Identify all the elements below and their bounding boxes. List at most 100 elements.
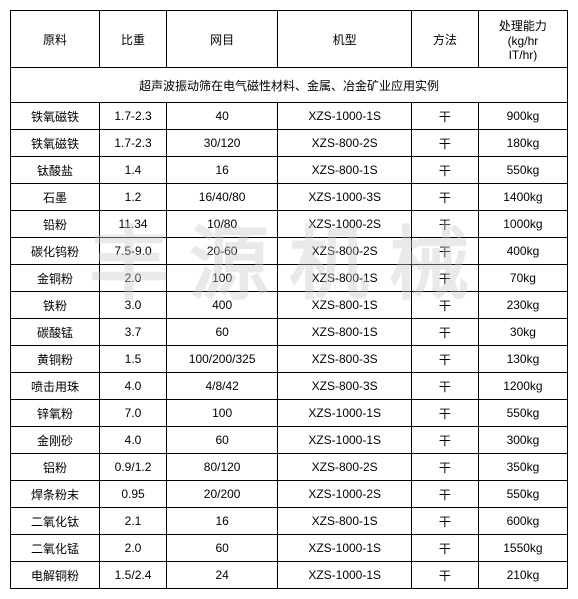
table-row: 黄铜粉1.5100/200/325XZS-800-3S干130kg (11, 346, 568, 373)
table-row: 金刚砂4.060XZS-1000-1S干300kg (11, 427, 568, 454)
table-cell: 铅粉 (11, 211, 100, 238)
table-cell: 900kg (478, 103, 567, 130)
table-cell: XZS-800-2S (278, 238, 412, 265)
table-cell: 1400kg (478, 184, 567, 211)
table-cell: 16/40/80 (166, 184, 277, 211)
table-cell: XZS-800-1S (278, 265, 412, 292)
table-row: 铝粉0.9/1.280/120XZS-800-2S干350kg (11, 454, 568, 481)
table-cell: 400 (166, 292, 277, 319)
header-material: 原料 (11, 11, 100, 68)
table-cell: 16 (166, 508, 277, 535)
header-gravity: 比重 (100, 11, 167, 68)
table-row: 碳化钨粉7.5-9.020-60XZS-800-2S干400kg (11, 238, 568, 265)
table-row: 金铜粉2.0100XZS-800-1S干70kg (11, 265, 568, 292)
table-cell: 铁粉 (11, 292, 100, 319)
table-cell: 干 (412, 130, 479, 157)
table-row: 碳酸锰3.760XZS-800-1S干30kg (11, 319, 568, 346)
table-cell: 干 (412, 157, 479, 184)
table-cell: 210kg (478, 562, 567, 589)
table-row: 锌氧粉7.0100XZS-1000-1S干550kg (11, 400, 568, 427)
table-cell: 180kg (478, 130, 567, 157)
table-cell: 3.0 (100, 292, 167, 319)
table-cell: 550kg (478, 157, 567, 184)
table-cell: 2.1 (100, 508, 167, 535)
table-cell: XZS-1000-3S (278, 184, 412, 211)
table-cell: 1.2 (100, 184, 167, 211)
table-cell: 1000kg (478, 211, 567, 238)
table-cell: 1.5/2.4 (100, 562, 167, 589)
table-cell: 7.0 (100, 400, 167, 427)
table-cell: 干 (412, 373, 479, 400)
table-cell: 24 (166, 562, 277, 589)
table-row: 铅粉11.3410/80XZS-1000-2S干1000kg (11, 211, 568, 238)
table-cell: 干 (412, 103, 479, 130)
table-cell: XZS-800-2S (278, 130, 412, 157)
table-cell: 300kg (478, 427, 567, 454)
table-row: 铁粉3.0400XZS-800-1S干230kg (11, 292, 568, 319)
table-cell: XZS-800-3S (278, 373, 412, 400)
table-cell: 干 (412, 400, 479, 427)
table-cell: 60 (166, 535, 277, 562)
table-cell: 黄铜粉 (11, 346, 100, 373)
table-row: 石墨1.216/40/80XZS-1000-3S干1400kg (11, 184, 568, 211)
table-cell: 干 (412, 265, 479, 292)
table-cell: 2.0 (100, 265, 167, 292)
header-mesh: 网目 (166, 11, 277, 68)
table-cell: 0.95 (100, 481, 167, 508)
table-cell: 30/120 (166, 130, 277, 157)
table-cell: XZS-1000-1S (278, 400, 412, 427)
table-cell: XZS-1000-2S (278, 481, 412, 508)
table-cell: 350kg (478, 454, 567, 481)
table-cell: XZS-800-1S (278, 157, 412, 184)
table-row: 二氧化钛2.116XZS-800-1S干600kg (11, 508, 568, 535)
table-cell: 干 (412, 427, 479, 454)
table-cell: 60 (166, 319, 277, 346)
table-cell: XZS-800-2S (278, 454, 412, 481)
table-cell: 干 (412, 184, 479, 211)
table-cell: XZS-800-1S (278, 292, 412, 319)
table-cell: 二氧化锰 (11, 535, 100, 562)
header-method: 方法 (412, 11, 479, 68)
table-cell: XZS-800-3S (278, 346, 412, 373)
table-cell: 4.0 (100, 427, 167, 454)
table-cell: 600kg (478, 508, 567, 535)
table-cell: 干 (412, 319, 479, 346)
table-cell: 金刚砂 (11, 427, 100, 454)
table-cell: 电解铜粉 (11, 562, 100, 589)
table-cell: 铁氧磁铁 (11, 130, 100, 157)
table-cell: 碳化钨粉 (11, 238, 100, 265)
table-cell: 20-60 (166, 238, 277, 265)
table-cell: 40 (166, 103, 277, 130)
table-row: 铁氧磁铁1.7-2.330/120XZS-800-2S干180kg (11, 130, 568, 157)
table-cell: 60 (166, 427, 277, 454)
table-cell: 焊条粉末 (11, 481, 100, 508)
table-cell: 80/120 (166, 454, 277, 481)
section-title-cell: 超声波振动筛在电气磁性材料、金属、冶金矿业应用实例 (11, 68, 568, 103)
table-cell: 干 (412, 211, 479, 238)
table-row: 铁氧磁铁1.7-2.340XZS-1000-1S干900kg (11, 103, 568, 130)
table-cell: 16 (166, 157, 277, 184)
table-cell: 干 (412, 508, 479, 535)
table-cell: 干 (412, 292, 479, 319)
table-body: 超声波振动筛在电气磁性材料、金属、冶金矿业应用实例 铁氧磁铁1.7-2.340X… (11, 68, 568, 589)
table-row: 焊条粉末0.9520/200XZS-1000-2S干550kg (11, 481, 568, 508)
table-cell: 二氧化钛 (11, 508, 100, 535)
table-cell: 石墨 (11, 184, 100, 211)
table-cell: 1550kg (478, 535, 567, 562)
table-cell: 干 (412, 562, 479, 589)
table-cell: XZS-1000-1S (278, 535, 412, 562)
spec-table: 原料 比重 网目 机型 方法 处理能力(kg/hrIT/hr) 超声波振动筛在电… (10, 10, 568, 589)
table-cell: 4.0 (100, 373, 167, 400)
table-cell: 1.7-2.3 (100, 103, 167, 130)
table-cell: XZS-800-1S (278, 508, 412, 535)
table-cell: 1200kg (478, 373, 567, 400)
table-cell: 干 (412, 535, 479, 562)
table-cell: 2.0 (100, 535, 167, 562)
table-cell: 400kg (478, 238, 567, 265)
table-cell: 100/200/325 (166, 346, 277, 373)
table-cell: 铝粉 (11, 454, 100, 481)
table-cell: XZS-1000-1S (278, 427, 412, 454)
table-cell: 550kg (478, 481, 567, 508)
table-cell: XZS-800-1S (278, 319, 412, 346)
table-cell: 铁氧磁铁 (11, 103, 100, 130)
